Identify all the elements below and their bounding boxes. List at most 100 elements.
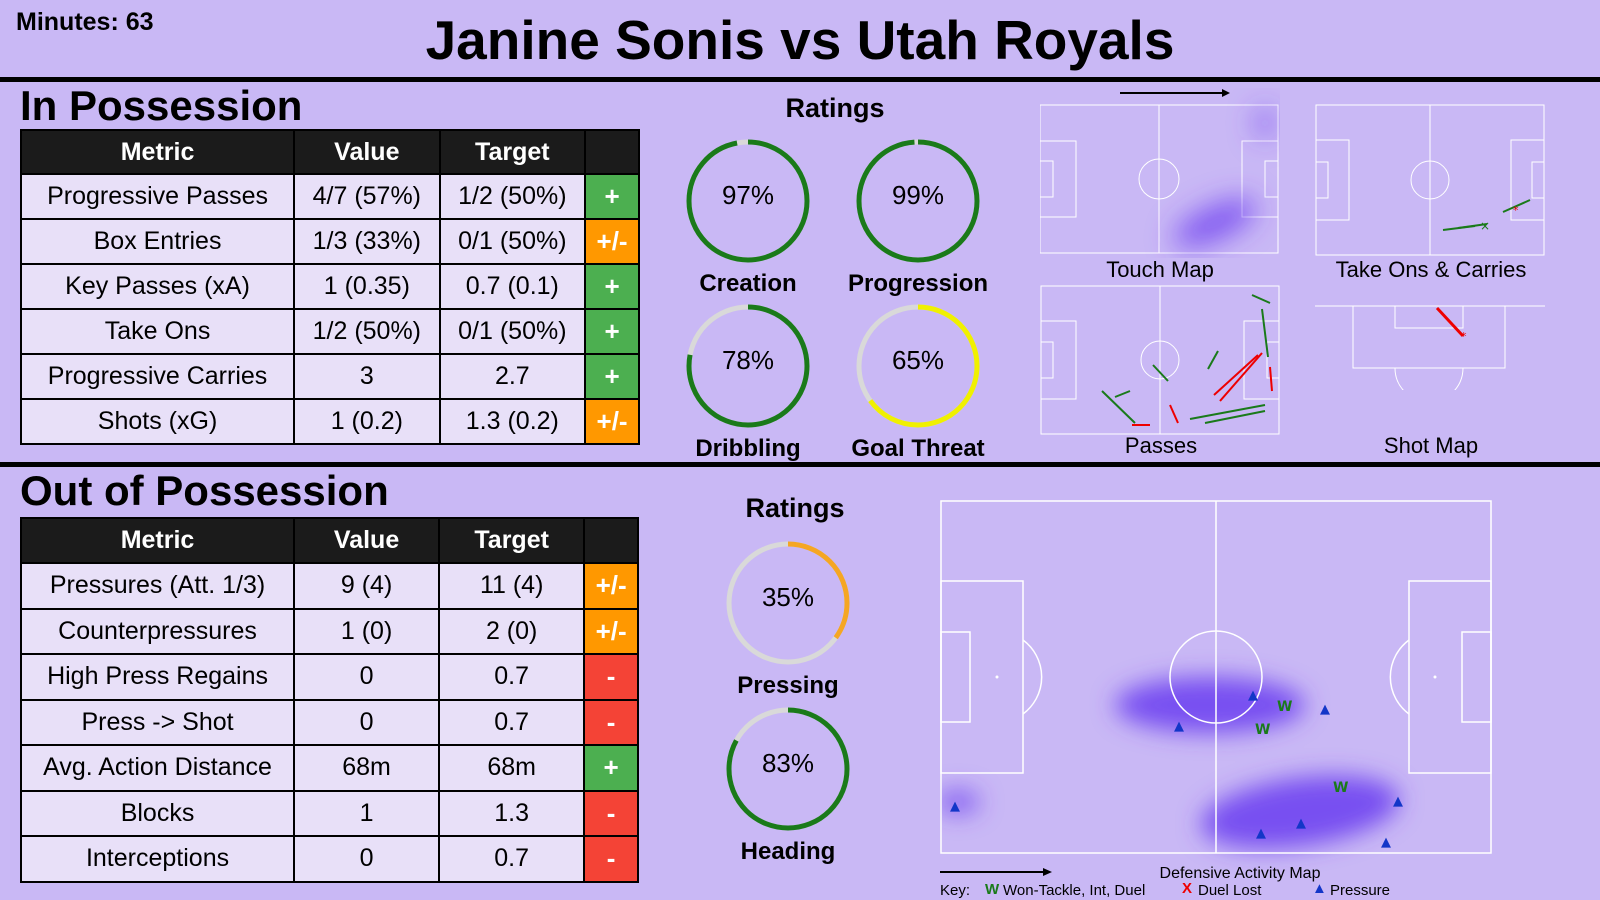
out-possession-table: Metric Value Target Pressures (Att. 1/3)… [19, 517, 639, 883]
cell-metric: Interceptions [19, 835, 296, 883]
cell-value: 1 (0.35) [293, 263, 441, 310]
minutes-played: Minutes: 63 [16, 8, 154, 36]
out-possession-title: Out of Possession [20, 467, 389, 514]
rating-gauge: 65% [853, 301, 983, 431]
pass-lines [1101, 294, 1273, 426]
col-indicator [584, 129, 640, 175]
col-target: Target [438, 129, 587, 175]
take-ons-map-label: Take Ons & Carries [1335, 257, 1527, 282]
touch-map-label: Touch Map [1106, 257, 1214, 282]
cell-metric: Progressive Passes [19, 173, 296, 220]
gauge-ring [726, 707, 850, 831]
rating-gauge: 35% [723, 538, 853, 668]
status-badge: - [583, 789, 639, 837]
svg-text:×: × [1480, 219, 1490, 233]
rating-label: Dribbling [695, 435, 801, 462]
status-badge: +/- [584, 398, 640, 445]
gauge-arc [726, 707, 850, 831]
cell-value: 68m [293, 744, 441, 792]
table-row: Pressures (Att. 1/3) 9 (4) 11 (4) +/- [19, 562, 639, 610]
status-badge: +/- [583, 607, 639, 655]
cell-metric: High Press Regains [19, 653, 296, 701]
key-lost: Duel Lost [1198, 882, 1262, 899]
table-row: Interceptions 0 0.7- [19, 835, 639, 883]
status-badge: +/- [584, 218, 640, 265]
in-possession-table: Metric Value Target Progressive Passes 4/… [19, 129, 640, 445]
rating-label: Pressing [737, 672, 839, 699]
attack-direction-arrowhead [1222, 89, 1230, 97]
cell-value: 0 [293, 653, 441, 701]
col-target: Target [438, 517, 586, 564]
cell-metric: Key Passes (xA) [19, 263, 296, 310]
gauge-arc [856, 304, 980, 428]
shot-map-label: Shot Map [1383, 433, 1479, 458]
svg-text:▲: ▲ [1248, 688, 1258, 703]
status-badge: + [583, 744, 639, 792]
gauge-ring [856, 304, 980, 428]
gauge-ring [726, 541, 850, 665]
cell-target: 0.7 (0.1) [438, 263, 587, 310]
cell-value: 9 (4) [293, 562, 441, 610]
table-row: Box Entries 1/3 (33%) 0/1 (50%) +/- [19, 218, 640, 265]
cell-metric: Press -> Shot [19, 698, 296, 746]
penalty-spot-left [995, 675, 999, 679]
status-badge: + [584, 308, 640, 355]
svg-text:*: * [1513, 204, 1519, 217]
key-won: Won-Tackle, Int, Duel [1003, 882, 1146, 899]
col-indicator [583, 517, 639, 564]
table-row: Blocks 1 1.3- [19, 789, 639, 837]
cell-target: 0/1 (50%) [438, 308, 587, 355]
key-lost-symbol: X [1182, 880, 1193, 897]
rating-value: 83% [761, 748, 815, 778]
page-title: Janine Sonis vs Utah Royals [425, 9, 1175, 71]
penalty-spot-right [1433, 675, 1437, 679]
rating-label: Progression [847, 270, 989, 297]
table-row: Press -> Shot 0 0.7- [19, 698, 639, 746]
cell-value: 4/7 (57%) [293, 173, 441, 220]
gauge-ring [686, 304, 810, 428]
cell-target: 1.3 [438, 789, 586, 837]
middle-divider [0, 462, 1600, 467]
col-value: Value [293, 129, 441, 175]
key-pressure: Pressure [1330, 882, 1391, 899]
svg-text:W: W [1255, 722, 1270, 738]
col-metric: Metric [19, 129, 296, 175]
svg-text:▲: ▲ [1381, 835, 1391, 850]
rating-value: 97% [721, 180, 775, 210]
rating-value: 78% [721, 345, 775, 375]
passes-map [1040, 285, 1280, 435]
cell-target: 0.7 [438, 653, 586, 701]
cell-value: 0 [293, 698, 441, 746]
shot-pitch-lines [1315, 305, 1545, 390]
svg-text:▲: ▲ [1256, 826, 1266, 841]
rating-label: Heading [740, 838, 836, 865]
won-markers: WWW [1255, 699, 1348, 796]
svg-text:▲: ▲ [1320, 702, 1330, 717]
defensive-heat [940, 677, 1400, 849]
cell-value: 0 [293, 835, 441, 883]
defensive-map-label: Defensive Activity Map [1159, 865, 1321, 882]
cell-metric: Progressive Carries [19, 353, 296, 400]
cell-metric: Take Ons [19, 308, 296, 355]
table-row: Take Ons 1/2 (50%) 0/1 (50%) + [19, 308, 640, 355]
gauge-ring [856, 139, 980, 263]
rating-gauge: 83% [723, 704, 853, 834]
touch-pitch-lines [1040, 104, 1279, 254]
table-row: Progressive Passes 4/7 (57%) 1/2 (50%) + [19, 173, 640, 220]
cell-metric: Avg. Action Distance [19, 744, 296, 792]
rating-gauge: 99% [853, 136, 983, 266]
take-ons-pitch-lines [1315, 104, 1545, 256]
rating-label: Goal Threat [851, 435, 985, 462]
shot-line [1435, 306, 1465, 338]
table-row: High Press Regains 0 0.7- [19, 653, 639, 701]
status-badge: + [584, 173, 640, 220]
table-row: Counterpressures 1 (0) 2 (0) +/- [19, 607, 639, 655]
key-won-symbol: W [985, 881, 1000, 898]
svg-text:W: W [1333, 780, 1348, 796]
pressure-markers: ▲ ▲ ▲ ▲ ▲ ▲ ▲ ▲ [950, 688, 1403, 850]
status-badge: - [583, 698, 639, 746]
svg-text:▲: ▲ [950, 799, 960, 814]
touch-map [1040, 89, 1279, 254]
cell-metric: Pressures (Att. 1/3) [19, 562, 296, 610]
status-badge: +/- [583, 562, 639, 610]
